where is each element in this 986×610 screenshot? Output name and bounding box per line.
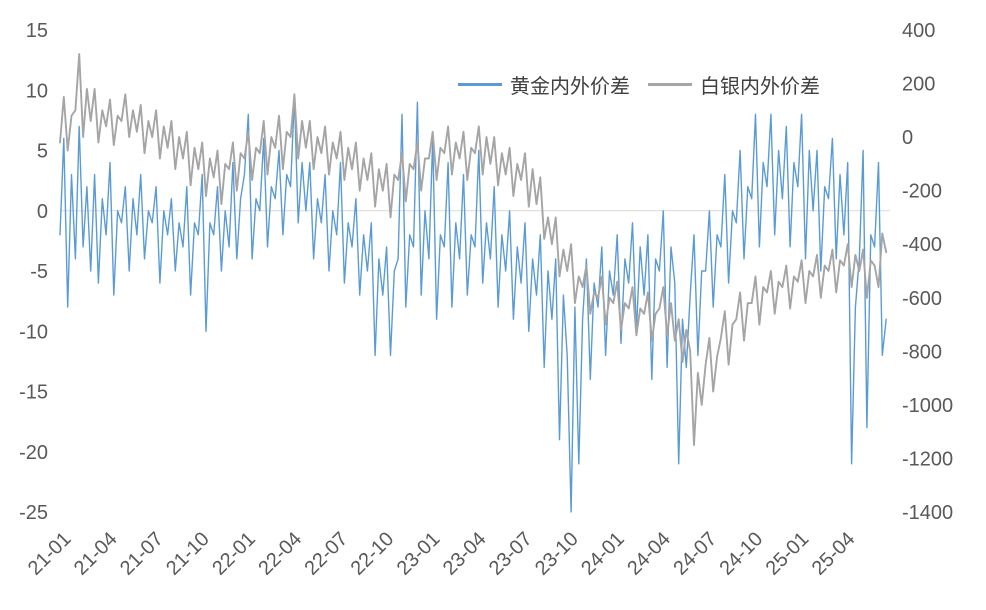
x-axis-tick-label: 24-04 (623, 528, 675, 580)
legend-label-gold: 黄金内外价差 (510, 76, 630, 98)
right-axis-tick-label: 400 (902, 20, 935, 42)
silver-line-swatch (648, 83, 692, 86)
left-axis-tick-label: -15 (19, 382, 48, 404)
x-axis-tick-label: 24-01 (577, 528, 629, 580)
x-axis-tick-label: 22-10 (347, 528, 399, 580)
x-axis-tick-label: 25-04 (808, 528, 860, 580)
chart-legend: 黄金内外价差 白银内外价差 (458, 70, 820, 99)
left-axis-tick-label: 5 (37, 141, 48, 163)
x-axis-tick-label: 22-07 (301, 528, 353, 580)
right-axis-tick-label: -600 (902, 288, 942, 310)
left-axis-tick-label: -10 (19, 321, 48, 343)
right-axis-tick-label: -400 (902, 234, 942, 256)
right-axis-tick-label: -800 (902, 341, 942, 363)
right-axis-tick-label: -1200 (902, 448, 953, 470)
x-axis-tick-label: 24-10 (716, 528, 768, 580)
left-axis-tick-label: -20 (19, 442, 48, 464)
x-axis-tick-label: 21-01 (24, 528, 76, 580)
left-axis-tick-label: -25 (19, 502, 48, 524)
x-axis-tick-label: 24-07 (669, 528, 721, 580)
legend-item-gold: 黄金内外价差 (458, 70, 630, 99)
legend-item-silver: 白银内外价差 (648, 70, 820, 99)
left-axis-tick-label: 15 (26, 20, 48, 42)
x-axis-tick-label: 22-04 (254, 528, 306, 580)
x-axis-tick-label: 23-01 (393, 528, 445, 580)
right-axis-tick-label: -200 (902, 181, 942, 203)
x-axis-tick-label: 22-01 (208, 528, 260, 580)
silver-series-line (59, 53, 888, 447)
x-axis-tick-label: 23-04 (439, 528, 491, 580)
left-axis-tick-label: -5 (30, 261, 48, 283)
legend-label-silver: 白银内外价差 (700, 76, 820, 98)
x-axis-tick-label: 23-10 (531, 528, 583, 580)
right-axis-tick-label: 0 (902, 127, 913, 149)
right-axis-tick-label: 200 (902, 74, 935, 96)
x-axis-tick-label: 21-10 (162, 528, 214, 580)
gold-line-swatch (458, 83, 502, 86)
x-axis-tick-label: 25-01 (762, 528, 814, 580)
x-axis-tick-label: 21-04 (70, 528, 122, 580)
x-axis-tick-label: 23-07 (485, 528, 537, 580)
left-axis-tick-label: 0 (37, 201, 48, 223)
left-axis-tick-label: 10 (26, 80, 48, 102)
x-axis-tick-label: 21-07 (116, 528, 168, 580)
right-axis-tick-label: -1400 (902, 502, 953, 524)
gold-series-line (59, 95, 887, 513)
right-axis-tick-label: -1000 (902, 395, 953, 417)
